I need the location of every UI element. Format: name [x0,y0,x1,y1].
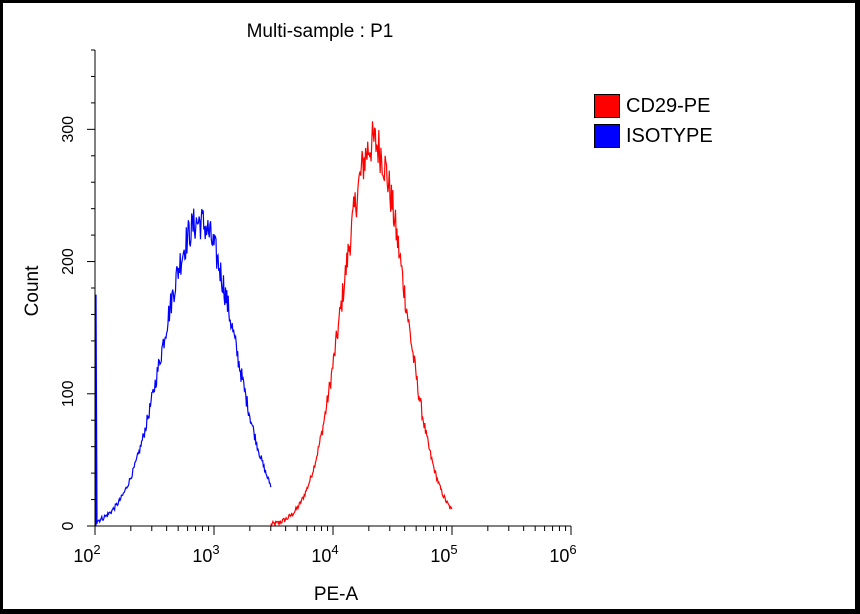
y-axis-label: Count [22,265,43,316]
legend-label: CD29-PE [626,94,711,117]
legend-item-cd29: CD29-PE [594,93,713,119]
x-tick-label: 106 [549,542,576,566]
x-tick-label: 103 [192,542,219,566]
y-tick-label: 300 [60,116,77,143]
series-line-isotype [94,208,272,526]
x-tick-label: 105 [430,542,457,566]
chart-frame: Multi-sample : P1 Count PE-A 0 100 200 300 1… [3,3,855,609]
x-axis-label: PE-A [314,584,359,605]
legend-swatch-blue [594,124,620,148]
histogram-chart: Multi-sample : P1 Count PE-A 0 100 200 300 1… [22,21,577,605]
y-tick-label: 200 [60,248,77,275]
series-line-cd29-pe [270,121,453,528]
x-tick-label: 104 [311,542,338,566]
y-tick-label: 0 [60,521,77,530]
x-tick-label: 102 [73,542,100,566]
y-tick-label: 100 [60,380,77,407]
legend: CD29-PE ISOTYPE [594,93,713,153]
legend-label: ISOTYPE [626,124,713,147]
legend-swatch-red [594,94,620,118]
legend-item-isotype: ISOTYPE [594,123,713,149]
chart-title: Multi-sample : P1 [247,21,394,42]
